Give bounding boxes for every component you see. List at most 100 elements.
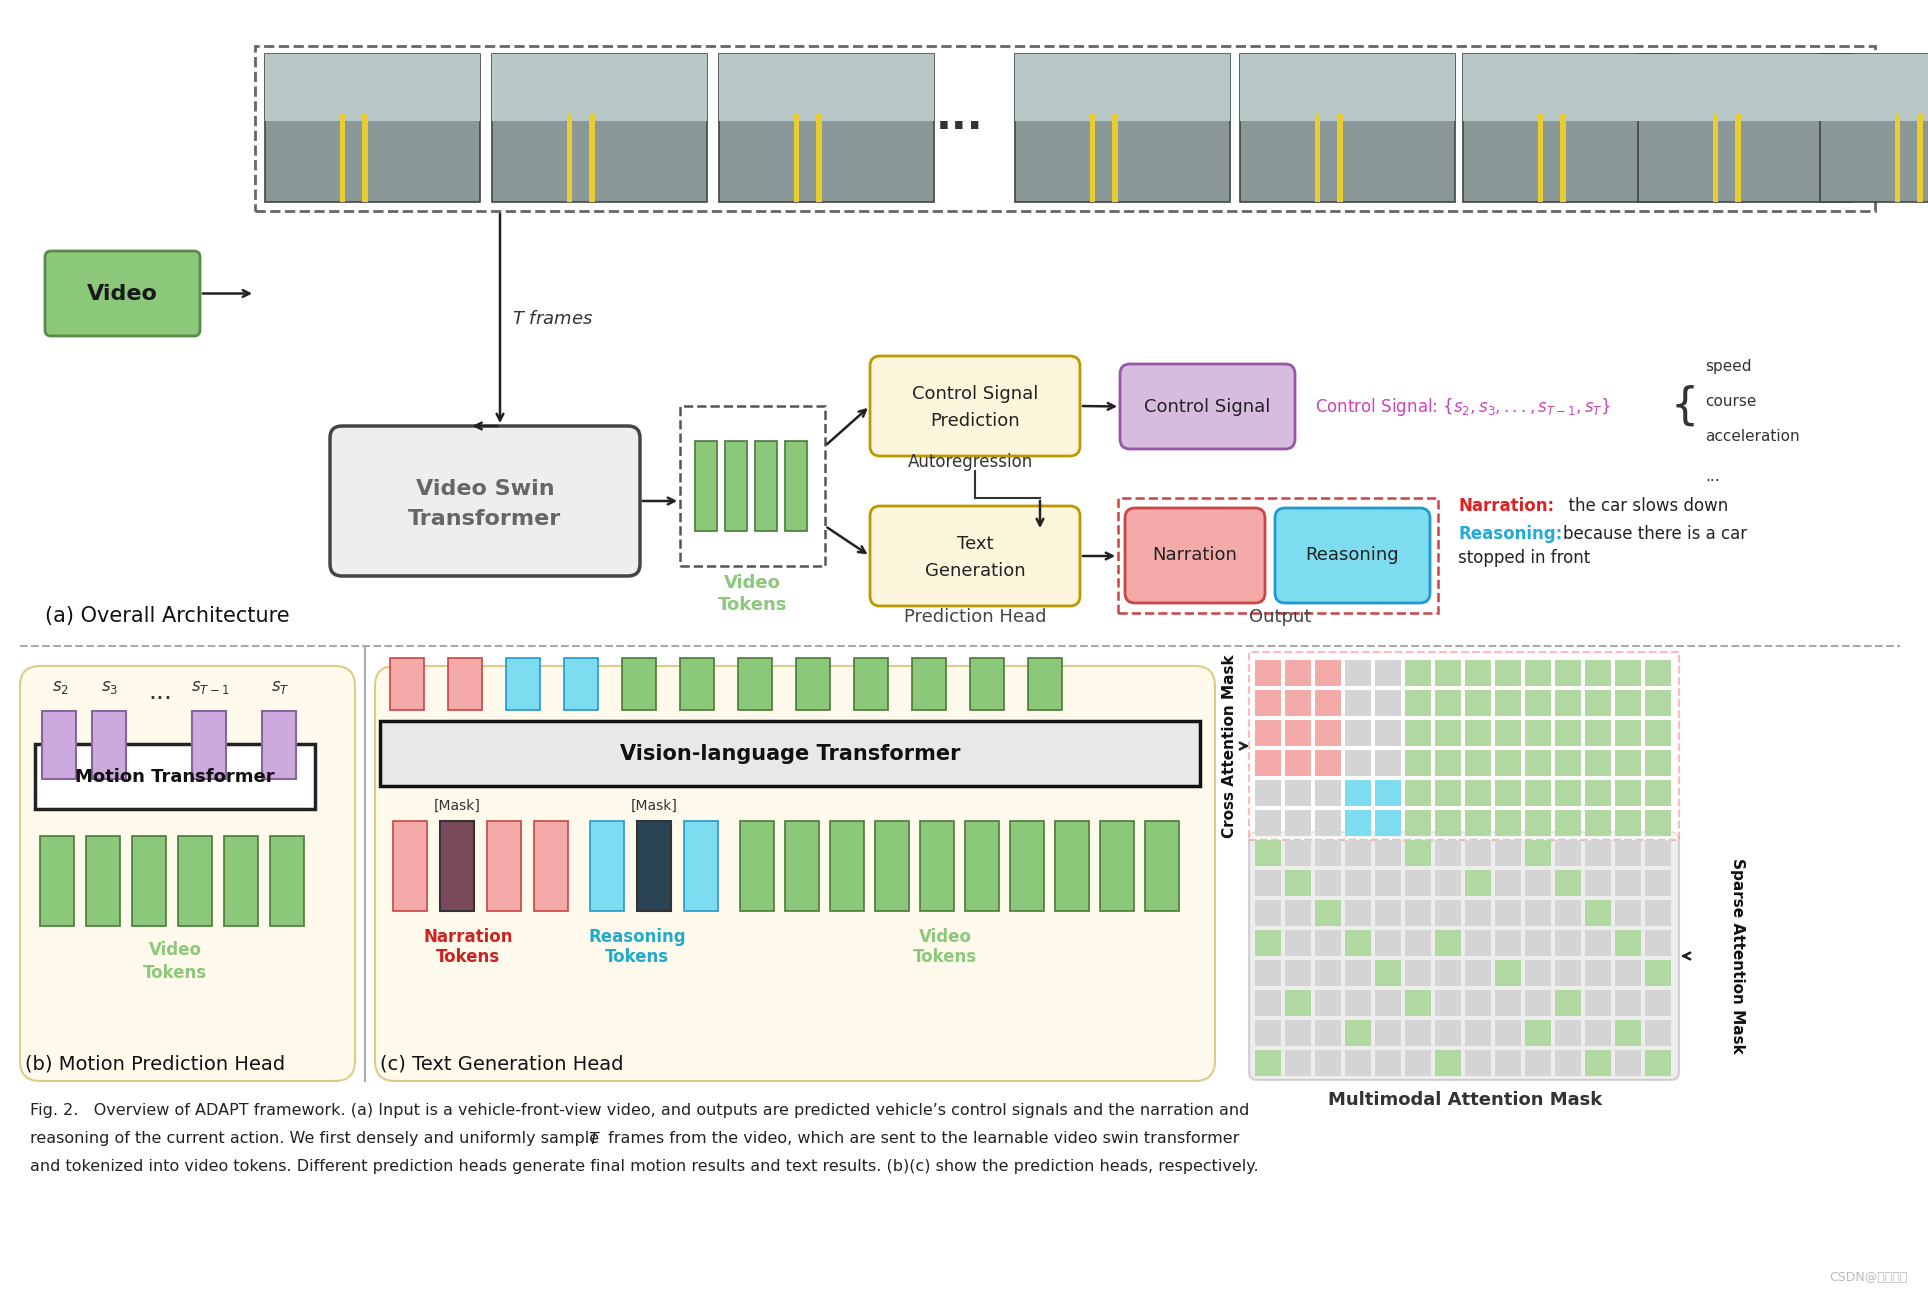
- Bar: [1315, 810, 1342, 836]
- Bar: [380, 721, 1199, 785]
- Bar: [440, 820, 474, 911]
- Bar: [1406, 689, 1431, 715]
- Bar: [1525, 899, 1550, 927]
- Bar: [1585, 990, 1612, 1016]
- Bar: [1375, 1050, 1402, 1076]
- Text: Sparse Attention Mask: Sparse Attention Mask: [1729, 858, 1745, 1054]
- Bar: [1315, 960, 1342, 986]
- Bar: [1494, 990, 1521, 1016]
- Bar: [1465, 810, 1490, 836]
- Bar: [1616, 960, 1641, 986]
- Bar: [1639, 54, 1853, 121]
- Bar: [1315, 689, 1342, 715]
- Bar: [1645, 870, 1672, 896]
- Bar: [1315, 721, 1342, 746]
- Bar: [1406, 1020, 1431, 1046]
- Bar: [1494, 810, 1521, 836]
- FancyBboxPatch shape: [870, 356, 1080, 456]
- Bar: [970, 658, 1004, 710]
- Bar: [1434, 810, 1461, 836]
- Text: acceleration: acceleration: [1704, 429, 1799, 445]
- Bar: [1434, 1020, 1461, 1046]
- Bar: [1406, 870, 1431, 896]
- Bar: [1346, 931, 1371, 956]
- Bar: [1525, 899, 1550, 927]
- Bar: [1494, 1020, 1521, 1046]
- Bar: [1346, 810, 1371, 836]
- Text: Autoregression: Autoregression: [908, 454, 1033, 470]
- Bar: [785, 441, 808, 531]
- Bar: [1525, 689, 1550, 715]
- Text: frames from the video, which are sent to the learnable video swin transformer: frames from the video, which are sent to…: [603, 1131, 1240, 1146]
- Bar: [488, 820, 521, 911]
- Bar: [1346, 780, 1371, 806]
- Bar: [738, 658, 771, 710]
- Bar: [1585, 660, 1612, 686]
- Bar: [829, 820, 864, 911]
- Bar: [1525, 810, 1550, 836]
- Bar: [1645, 960, 1672, 986]
- Bar: [1434, 899, 1461, 927]
- Bar: [1645, 780, 1672, 806]
- Bar: [1556, 810, 1581, 836]
- Bar: [1645, 721, 1672, 746]
- Bar: [1616, 931, 1641, 956]
- Bar: [1494, 660, 1521, 686]
- Bar: [816, 113, 821, 202]
- Bar: [1375, 870, 1402, 896]
- Bar: [1315, 780, 1342, 806]
- Bar: [1494, 960, 1521, 986]
- Bar: [339, 113, 345, 202]
- Bar: [636, 820, 671, 911]
- Bar: [920, 820, 954, 911]
- Bar: [1346, 750, 1371, 776]
- Text: (c) Text Generation Head: (c) Text Generation Head: [380, 1055, 623, 1074]
- Text: reasoning of the current action. We first densely and uniformly sample: reasoning of the current action. We firs…: [31, 1131, 603, 1146]
- Bar: [1645, 1050, 1672, 1076]
- Bar: [1616, 810, 1641, 836]
- Bar: [1284, 870, 1311, 896]
- Bar: [1465, 721, 1490, 746]
- Bar: [1556, 750, 1581, 776]
- Bar: [1255, 689, 1280, 715]
- Bar: [1255, 960, 1280, 986]
- Bar: [1284, 780, 1311, 806]
- Text: $s_2$: $s_2$: [52, 678, 69, 696]
- Bar: [854, 658, 889, 710]
- Bar: [1014, 54, 1230, 202]
- Bar: [875, 820, 908, 911]
- Bar: [1284, 721, 1311, 746]
- Bar: [1494, 689, 1521, 715]
- Bar: [1585, 840, 1612, 866]
- Bar: [1465, 780, 1490, 806]
- Bar: [1585, 1050, 1612, 1076]
- Text: Control Signal: Control Signal: [1145, 398, 1271, 416]
- Bar: [1465, 660, 1490, 686]
- FancyBboxPatch shape: [870, 505, 1080, 607]
- Bar: [1434, 870, 1461, 896]
- Bar: [1346, 960, 1371, 986]
- Bar: [1585, 1020, 1612, 1046]
- Bar: [1494, 721, 1521, 746]
- Bar: [1255, 899, 1280, 927]
- Text: and tokenized into video tokens. Different prediction heads generate final motio: and tokenized into video tokens. Differe…: [31, 1159, 1259, 1174]
- Bar: [1465, 960, 1490, 986]
- Bar: [1585, 899, 1612, 927]
- FancyBboxPatch shape: [1249, 832, 1679, 1080]
- Bar: [1406, 1020, 1431, 1046]
- Bar: [1315, 1050, 1342, 1076]
- Bar: [1494, 780, 1521, 806]
- FancyBboxPatch shape: [330, 426, 640, 575]
- Bar: [1315, 113, 1321, 202]
- Bar: [1346, 721, 1371, 746]
- Bar: [1240, 54, 1456, 202]
- Bar: [1616, 750, 1641, 776]
- Bar: [1346, 1020, 1371, 1046]
- Text: Control Signal: {$s_2, s_3, ..., s_{T-1}, s_T$}: Control Signal: {$s_2, s_3, ..., s_{T-1}…: [1315, 395, 1610, 417]
- Text: Reasoning: Reasoning: [588, 928, 686, 946]
- Bar: [1284, 870, 1311, 896]
- Bar: [623, 658, 656, 710]
- Bar: [1525, 870, 1550, 896]
- Bar: [1465, 990, 1490, 1016]
- Bar: [1525, 870, 1550, 896]
